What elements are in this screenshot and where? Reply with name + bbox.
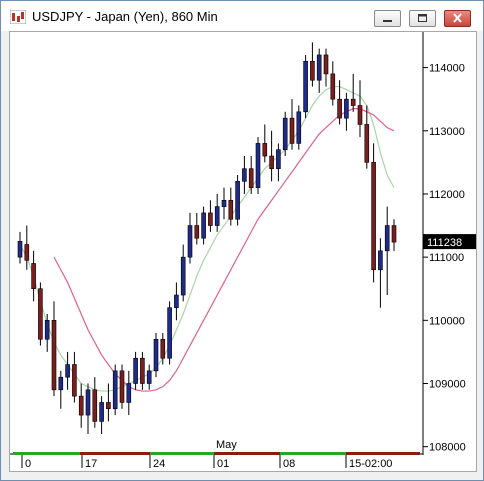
moving-averages xyxy=(19,85,395,392)
price-tick-label: 109000 xyxy=(429,379,466,391)
maximize-button[interactable] xyxy=(409,10,436,27)
time-scale-segment xyxy=(150,452,214,455)
candle xyxy=(269,130,274,182)
candle xyxy=(282,111,288,157)
candle xyxy=(92,377,98,428)
title-bar[interactable]: USDJPY - Japan (Yen), 860 Min xyxy=(1,1,483,31)
candle xyxy=(58,370,64,409)
candle xyxy=(201,206,206,245)
candle xyxy=(384,206,390,296)
time-tick-label: 17 xyxy=(85,458,97,470)
candle xyxy=(330,61,336,106)
ma-fast-line xyxy=(19,85,395,392)
candles xyxy=(17,42,397,435)
candle xyxy=(106,383,111,422)
candle xyxy=(248,156,254,194)
candle xyxy=(228,187,234,226)
candle xyxy=(303,54,308,119)
price-tick-label: 113000 xyxy=(429,126,465,138)
candle xyxy=(72,351,77,403)
candle xyxy=(180,244,186,302)
candle xyxy=(364,105,370,169)
candle xyxy=(140,351,145,390)
candle xyxy=(344,92,349,131)
price-tick-label: 108000 xyxy=(429,442,466,454)
candle xyxy=(337,80,342,125)
month-label: May xyxy=(216,439,237,451)
candle xyxy=(208,200,213,232)
minimize-button[interactable] xyxy=(374,10,401,27)
window-title: USDJPY - Japan (Yen), 860 Min xyxy=(32,9,218,24)
candle xyxy=(126,370,132,416)
candle xyxy=(44,314,50,352)
price-axis: 114000 113000 112000 111000 110000 109000 1080… xyxy=(423,63,466,454)
time-tick-label: 15-02:00 xyxy=(349,458,392,470)
time-tick-label: 08 xyxy=(283,458,295,470)
candle xyxy=(65,351,70,390)
candle xyxy=(255,137,261,194)
chart-area[interactable]: 114000 113000 112000 111000 110000 109000 1080… xyxy=(9,31,477,472)
price-tick-label: 112000 xyxy=(429,189,465,201)
price-tick-label: 114000 xyxy=(429,63,465,75)
candle xyxy=(153,332,159,378)
candle xyxy=(350,73,356,112)
candle xyxy=(174,282,179,321)
time-scale-segment xyxy=(346,452,420,455)
candle xyxy=(316,48,322,93)
time-scale-segment xyxy=(80,452,150,455)
ma-slow-line xyxy=(53,108,395,392)
candle xyxy=(310,42,315,87)
time-tick-label: 01 xyxy=(217,458,229,470)
maximize-icon xyxy=(418,14,427,22)
price-tick-label: 110000 xyxy=(429,315,465,327)
candle xyxy=(38,282,43,346)
candle xyxy=(262,124,268,163)
candle xyxy=(187,212,193,264)
time-tick-label: 0 xyxy=(25,458,31,470)
candle xyxy=(214,193,220,232)
candle xyxy=(17,231,23,264)
candle xyxy=(357,80,363,138)
candle xyxy=(296,105,302,150)
candle xyxy=(289,99,295,150)
close-icon xyxy=(453,13,462,23)
app-chart-icon xyxy=(10,10,26,24)
price-tick-label: 111000 xyxy=(429,252,464,264)
last-price-label: 111238 xyxy=(423,234,476,250)
time-scale-segment xyxy=(280,452,346,455)
candle xyxy=(78,383,84,428)
candle xyxy=(85,383,91,435)
candle xyxy=(31,250,36,302)
candlestick-chart[interactable]: 114000 113000 112000 111000 110000 109000 1080… xyxy=(10,32,476,471)
candle xyxy=(167,301,172,365)
candle xyxy=(119,364,125,409)
candle xyxy=(221,187,227,220)
time-scale-bar[interactable] xyxy=(13,452,420,455)
candle xyxy=(242,156,247,194)
candle xyxy=(276,143,281,182)
candle xyxy=(371,143,376,283)
candle xyxy=(391,219,397,251)
candle xyxy=(235,175,240,226)
svg-text:111238: 111238 xyxy=(427,237,462,249)
candle xyxy=(24,225,30,270)
time-tick-label: 24 xyxy=(153,458,165,470)
time-axis: 0 17 24 01 08 15-02:00 xyxy=(21,455,392,470)
candle xyxy=(194,212,200,245)
candle xyxy=(146,364,152,390)
candle xyxy=(51,301,57,397)
candle xyxy=(112,364,118,416)
candle xyxy=(160,332,166,365)
time-scale-segment xyxy=(13,452,80,455)
candle xyxy=(99,396,104,435)
candle xyxy=(323,48,329,87)
time-scale-segment xyxy=(214,452,280,455)
candle xyxy=(133,351,138,390)
close-button[interactable] xyxy=(444,10,471,27)
minimize-icon xyxy=(383,20,392,22)
candle xyxy=(378,238,383,308)
